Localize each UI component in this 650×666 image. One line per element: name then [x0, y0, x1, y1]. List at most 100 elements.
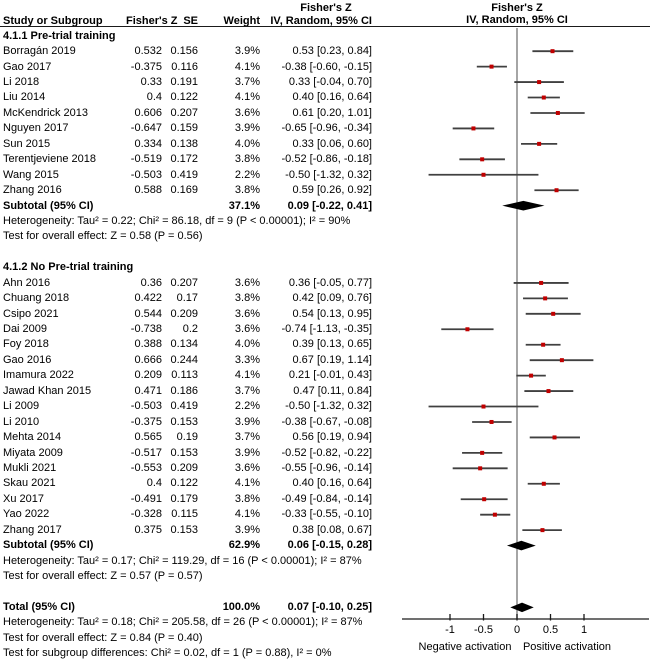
header-divider [0, 26, 650, 27]
ci-text: 0.36 [-0.05, 0.77] [288, 276, 372, 289]
se-value: 0.419 [170, 400, 198, 413]
weight-value: 4.0% [234, 338, 260, 351]
se-value: 0.207 [170, 276, 198, 289]
weight-value: 2.2% [234, 168, 260, 181]
study-row: Terentjeviene 2018 -0.519 0.172 3.8% -0.52 [… [0, 152, 650, 167]
study-label: Chuang 2018 [3, 292, 70, 305]
weight-value: 4.0% [234, 137, 260, 150]
fishers-z-value: 0.209 [134, 369, 162, 382]
study-row: Mehta 2014 0.565 0.19 3.7% 0.56 [0.19, 0.94] [0, 429, 650, 444]
ci-text: -0.38 [-0.67, -0.08] [281, 415, 373, 428]
weight-value: 3.8% [234, 184, 260, 197]
study-row: Sun 2015 0.334 0.138 4.0% 0.33 [0.06, 0.60] [0, 136, 650, 151]
weight-value: 3.3% [234, 353, 260, 366]
study-label: Zhang 2017 [3, 523, 62, 536]
se-value: 0.156 [170, 45, 198, 58]
study-row: Csipo 2021 0.544 0.209 3.6% 0.54 [0.13, 0.95… [0, 306, 650, 321]
se-value: 0.17 [176, 292, 198, 305]
weight-value: 3.7% [234, 76, 260, 89]
weight-value: 4.1% [234, 91, 260, 104]
study-label: Borragán 2019 [3, 45, 76, 58]
study-label: Foy 2018 [3, 338, 49, 351]
ci-text: 0.42 [0.09, 0.76] [292, 292, 372, 305]
study-label: Skau 2021 [3, 477, 56, 490]
weight-value: 3.8% [234, 492, 260, 505]
study-label: Dai 2009 [3, 323, 48, 336]
heterogeneity-note: Heterogeneity: Tau² = 0.17; Chi² = 119.2… [3, 554, 362, 567]
fishers-z-value: 0.666 [134, 353, 162, 366]
study-row: Ahn 2016 0.36 0.207 3.6% 0.36 [-0.05, 0.77] [0, 275, 650, 290]
overall-effect-note: Test for overall effect: Z = 0.57 (P = 0… [3, 570, 203, 583]
se-value: 0.207 [170, 106, 198, 119]
study-table: 4.1.1 Pre-trial training Borragán 2019 0.5… [0, 28, 650, 661]
study-row: Skau 2021 0.4 0.122 4.1% 0.40 [0.16, 0.64] [0, 476, 650, 491]
study-row: Zhang 2016 0.588 0.169 3.8% 0.59 [0.26, 0.92… [0, 182, 650, 197]
ci-text: 0.40 [0.16, 0.64] [292, 91, 372, 104]
study-row: Gao 2016 0.666 0.244 3.3% 0.67 [0.19, 1.14] [0, 352, 650, 367]
study-label: Total (95% CI) [3, 600, 75, 613]
weight-value: 3.9% [234, 446, 260, 459]
study-label: Gao 2017 [3, 60, 52, 73]
study-label: Li 2010 [3, 415, 40, 428]
weight-value: 3.6% [234, 461, 260, 474]
weight-value: 3.9% [234, 45, 260, 58]
study-label: Sun 2015 [3, 137, 51, 150]
weight-value: 3.9% [234, 523, 260, 536]
weight-value: 62.9% [228, 539, 260, 552]
study-label: Xu 2017 [3, 492, 44, 505]
ci-text: -0.49 [-0.84, -0.14] [281, 492, 373, 505]
weight-value: 3.6% [234, 323, 260, 336]
ci-text: 0.47 [0.11, 0.84] [293, 384, 372, 397]
fishers-z-value: 0.606 [134, 106, 162, 119]
weight-value: 4.1% [234, 369, 260, 382]
fishers-z-value: -0.491 [130, 492, 162, 505]
study-label: Mukli 2021 [3, 461, 57, 474]
weight-value: 3.7% [234, 431, 260, 444]
effect-measure-header-right: Fisher's Z [491, 2, 543, 14]
study-row: Mukli 2021 -0.553 0.209 3.6% -0.55 [-0.96, -… [0, 460, 650, 475]
spacer-row [0, 244, 650, 259]
ci-text: 0.07 [-0.10, 0.25] [287, 600, 372, 613]
fishers-z-value: -0.519 [130, 153, 162, 166]
se-value: 0.153 [170, 446, 198, 459]
ci-text: 0.67 [0.19, 1.14] [292, 353, 372, 366]
weight-column-header: Weight [223, 15, 260, 27]
fishers-z-value: 0.4 [146, 477, 162, 490]
weight-value: 100.0% [222, 600, 260, 613]
se-value: 0.153 [170, 523, 198, 536]
fishers-z-value: 0.33 [140, 76, 162, 89]
fishers-z-value: -0.375 [130, 60, 162, 73]
weight-value: 4.1% [234, 477, 260, 490]
weight-value: 3.6% [234, 276, 260, 289]
study-row: Li 2010 -0.375 0.153 3.9% -0.38 [-0.67, -0.0… [0, 414, 650, 429]
study-label: Csipo 2021 [3, 307, 59, 320]
fishers-z-value: -0.553 [130, 461, 162, 474]
fishers-z-value: -0.738 [130, 323, 162, 336]
study-label: Nguyen 2017 [3, 122, 69, 135]
study-row: Liu 2014 0.4 0.122 4.1% 0.40 [0.16, 0.64] [0, 90, 650, 105]
ci-text: 0.61 [0.20, 1.01] [292, 106, 372, 119]
se-value: 0.169 [170, 184, 198, 197]
fishers-z-value: -0.503 [130, 168, 162, 181]
study-row: Borragán 2019 0.532 0.156 3.9% 0.53 [0.23, 0… [0, 43, 650, 58]
ci-column-header: IV, Random, 95% CI [270, 15, 372, 27]
study-row: Chuang 2018 0.422 0.17 3.8% 0.42 [0.09, 0.76… [0, 290, 650, 305]
study-row: Miyata 2009 -0.517 0.153 3.9% -0.52 [-0.82, … [0, 445, 650, 460]
se-value: 0.113 [171, 369, 198, 382]
se-value: 0.153 [170, 415, 198, 428]
study-row: Foy 2018 0.388 0.134 4.0% 0.39 [0.13, 0.65] [0, 337, 650, 352]
ci-text: 0.06 [-0.15, 0.28] [287, 539, 372, 552]
heterogeneity-note: Heterogeneity: Tau² = 0.22; Chi² = 86.18… [3, 214, 351, 227]
column-header-row: Study or Subgroup Fisher's Z SE Weight I… [0, 14, 372, 27]
study-row: Nguyen 2017 -0.647 0.159 3.9% -0.65 [-0.96, … [0, 121, 650, 136]
effect-measure-header-left: Fisher's Z [300, 2, 352, 14]
study-row: McKendrick 2013 0.606 0.207 3.6% 0.61 [0.20,… [0, 105, 650, 120]
se-value: 0.115 [171, 508, 198, 521]
study-label: Imamura 2022 [3, 369, 74, 382]
ci-text: -0.50 [-1.32, 0.32] [285, 400, 372, 413]
fishers-z-value: 0.588 [134, 184, 162, 197]
weight-value: 3.6% [234, 106, 260, 119]
ci-text: 0.53 [0.23, 0.84] [292, 45, 372, 58]
study-row: Imamura 2022 0.209 0.113 4.1% 0.21 [-0.01, 0… [0, 368, 650, 383]
total-row: Total (95% CI) 100.0% 0.07 [-0.10, 0.25] [0, 599, 650, 614]
